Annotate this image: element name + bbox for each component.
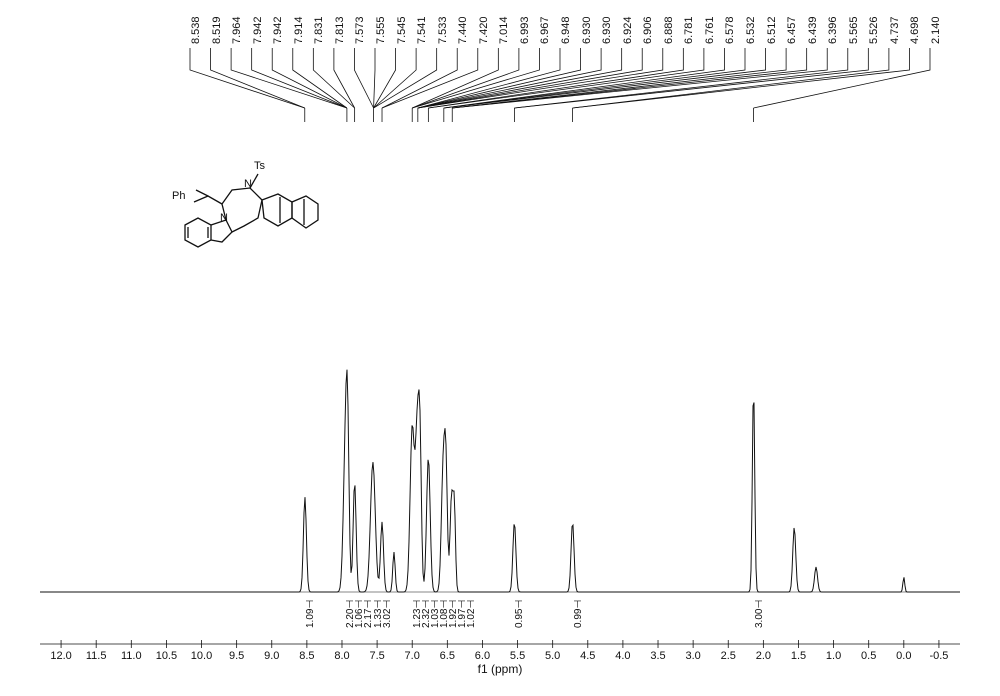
peak-value-label: 6.930 (581, 16, 593, 44)
peak-value-label: 7.942 (272, 16, 284, 44)
peak-value-label: 6.578 (724, 16, 736, 44)
peak-value-label: 7.573 (354, 16, 366, 44)
x-axis-tick: 10.0 (191, 650, 212, 662)
peak-value-label: 6.967 (539, 16, 551, 44)
x-axis-tick: 10.5 (156, 650, 177, 662)
peak-value-label: 4.698 (909, 16, 921, 44)
peak-value-label: 5.526 (868, 16, 880, 44)
integral-value-label: 0.99⊣ (573, 600, 584, 628)
peak-value-label: 6.761 (704, 16, 716, 44)
x-axis-tick: 3.0 (685, 650, 700, 662)
x-axis-tick: 4.5 (580, 650, 595, 662)
peak-value-label: 6.396 (827, 16, 839, 44)
peak-value-label: 6.924 (622, 16, 634, 44)
x-axis-tick: 9.5 (229, 650, 244, 662)
molecule-label-n2: N (220, 212, 228, 224)
peak-value-label: 6.888 (663, 16, 675, 44)
x-axis-tick: 5.0 (545, 650, 560, 662)
peak-value-label: 7.831 (313, 16, 325, 44)
peak-value-label: 2.140 (930, 16, 942, 44)
x-axis-tick: 4.0 (615, 650, 630, 662)
peak-value-label: 7.541 (416, 16, 428, 44)
x-axis-tick: -0.5 (929, 650, 948, 662)
x-axis-tick: 0.0 (896, 650, 911, 662)
peak-value-label: 7.014 (498, 16, 510, 44)
peak-value-label: 7.942 (252, 16, 264, 44)
x-axis-ruler (0, 638, 1000, 660)
x-axis-tick: 2.0 (756, 650, 771, 662)
peak-value-label: 8.519 (211, 16, 223, 44)
peak-value-label: 7.545 (396, 16, 408, 44)
x-axis-tick: 12.0 (50, 650, 71, 662)
x-axis-label: f1 (ppm) (0, 662, 1000, 676)
peak-value-label: 6.948 (560, 16, 572, 44)
x-axis-tick: 3.5 (650, 650, 665, 662)
x-axis-tick: 5.5 (510, 650, 525, 662)
molecule-structure: Ph Ts N N (150, 130, 320, 260)
x-axis-tick: 11.5 (86, 650, 107, 662)
peak-value-label: 6.532 (745, 16, 757, 44)
molecule-label-n: N (244, 178, 252, 190)
peak-value-label: 4.737 (889, 16, 901, 44)
x-axis-tick: 1.0 (826, 650, 841, 662)
x-axis-tick: 0.5 (861, 650, 876, 662)
integral-value-label: 3.02⊣ (382, 600, 393, 628)
peak-value-label: 5.565 (848, 16, 860, 44)
nmr-spectrum-figure: { "figure": { "width_px": 1000, "height_… (0, 0, 1000, 696)
peak-value-label: 7.533 (437, 16, 449, 44)
nmr-spectrum-plot (0, 250, 1000, 630)
peak-value-label: 6.512 (766, 16, 778, 44)
peak-value-label: 6.781 (683, 16, 695, 44)
peak-value-label: 6.930 (601, 16, 613, 44)
peak-value-label: 6.439 (807, 16, 819, 44)
x-axis-tick: 6.5 (440, 650, 455, 662)
integral-value-label: 3.00⊣ (754, 600, 765, 628)
peak-value-label: 6.457 (786, 16, 798, 44)
x-axis-tick: 7.5 (369, 650, 384, 662)
molecule-label-ts: Ts (254, 160, 265, 172)
peak-list-tree (0, 46, 1000, 126)
x-axis-tick: 7.0 (405, 650, 420, 662)
x-axis-tick: 1.5 (791, 650, 806, 662)
x-axis-tick: 11.0 (121, 650, 142, 662)
x-axis-tick: 8.5 (299, 650, 314, 662)
x-axis-tick: 9.0 (264, 650, 279, 662)
peak-value-label: 7.914 (293, 16, 305, 44)
integral-value-label: 0.95⊣ (514, 600, 525, 628)
peak-value-label: 6.993 (519, 16, 531, 44)
peak-value-label: 7.555 (375, 16, 387, 44)
peak-value-label: 7.420 (478, 16, 490, 44)
peak-value-label: 7.813 (334, 16, 346, 44)
x-axis-tick: 6.0 (475, 650, 490, 662)
integral-value-label: 1.09⊣ (305, 600, 316, 628)
peak-value-label: 7.964 (231, 16, 243, 44)
peak-value-label: 7.440 (457, 16, 469, 44)
x-axis-tick: 2.5 (721, 650, 736, 662)
x-axis-tick: 8.0 (334, 650, 349, 662)
integral-value-label: 1.02⊣ (466, 600, 477, 628)
peak-value-label: 8.538 (190, 16, 202, 44)
peak-value-label: 6.906 (642, 16, 654, 44)
molecule-label-ph: Ph (172, 190, 185, 202)
